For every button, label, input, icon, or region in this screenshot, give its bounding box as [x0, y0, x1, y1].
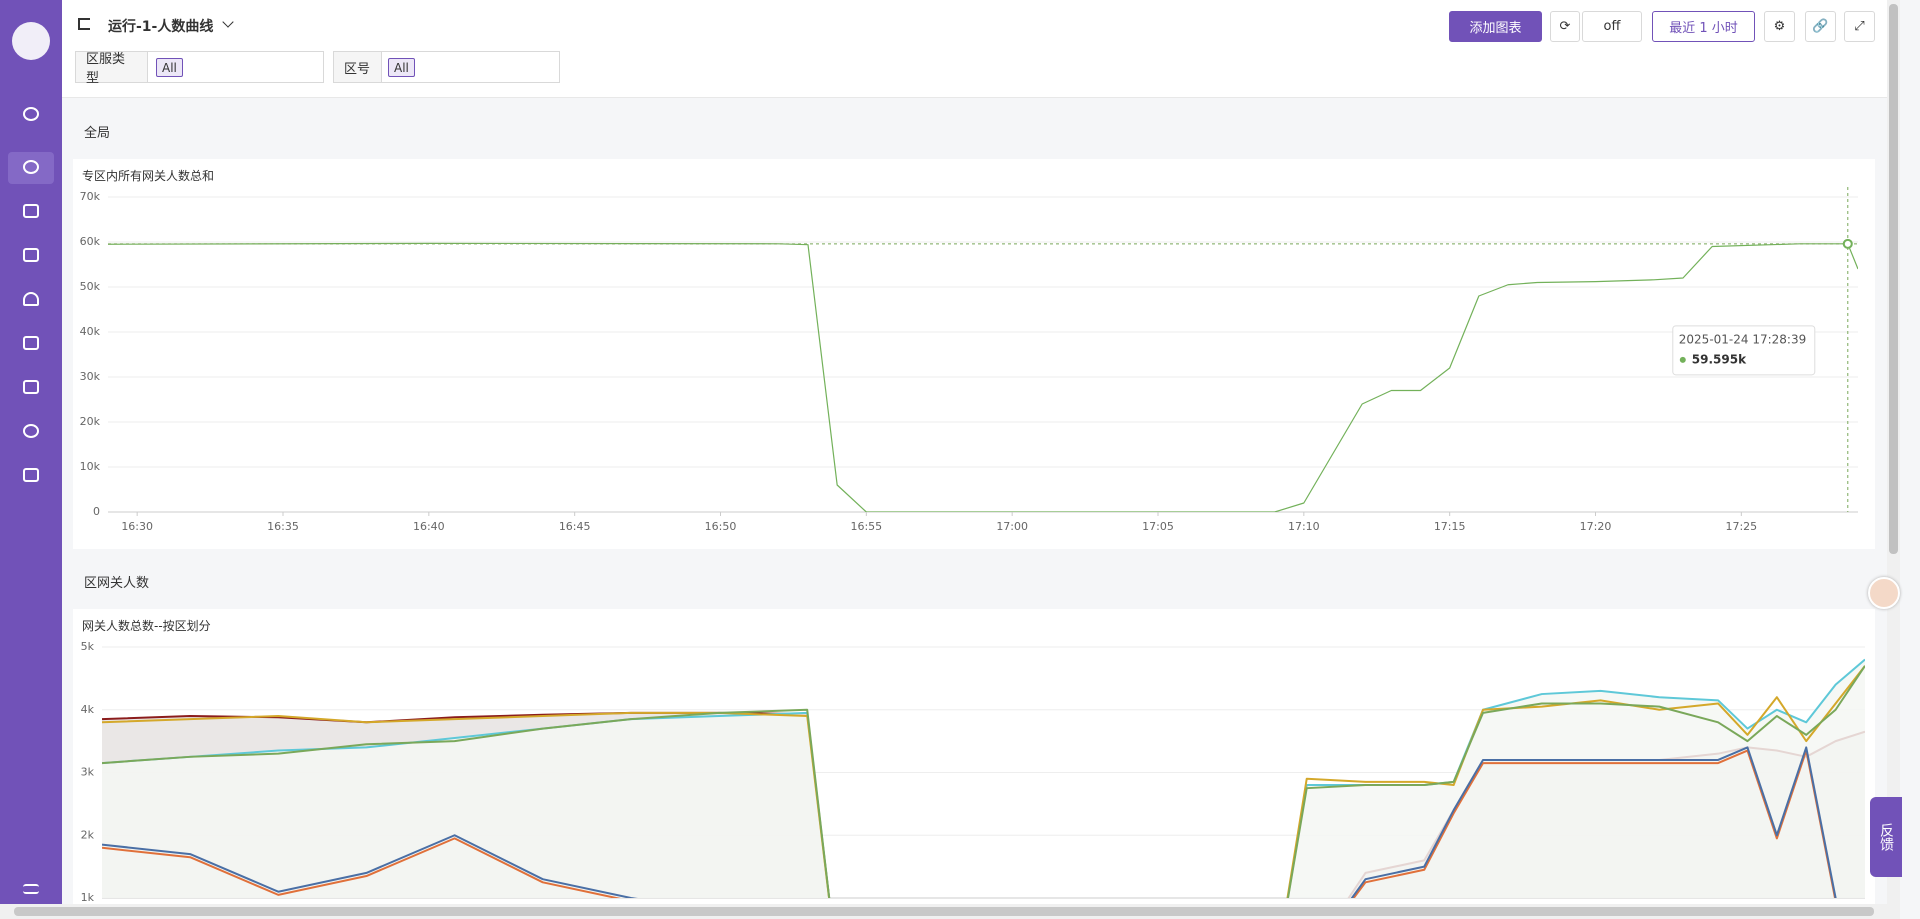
x-tick-label: 17:15 [1434, 520, 1466, 533]
x-tick-label: 17:10 [1288, 520, 1320, 533]
refresh-interval[interactable]: off [1582, 11, 1642, 42]
nav-apps[interactable] [23, 468, 39, 482]
filter-tag[interactable]: All [156, 58, 183, 77]
hover-point [1842, 238, 1853, 249]
time-range-button[interactable]: 最近 1 小时 [1652, 11, 1755, 42]
nav-logs[interactable] [23, 248, 39, 262]
nav-terminal[interactable] [23, 336, 39, 350]
refresh-button[interactable]: ⟳ [1550, 11, 1580, 42]
nav-user[interactable] [23, 424, 39, 438]
nav-servers[interactable] [23, 380, 39, 394]
y-tick-label: 20k [80, 415, 101, 428]
logo [12, 22, 50, 60]
filter[interactable]: 区号 All [333, 51, 560, 83]
tooltip-time: 2025-01-24 17:28:39 [1679, 332, 1806, 346]
x-tick-label: 17:20 [1580, 520, 1612, 533]
plot [108, 242, 1858, 512]
nav-menu[interactable] [23, 884, 39, 894]
nav-dashboard[interactable] [23, 160, 39, 174]
nav-metrics[interactable] [23, 204, 39, 218]
tooltip [1672, 325, 1816, 376]
tooltip-dot [1679, 356, 1686, 363]
nav-alerts[interactable] [23, 292, 39, 306]
chart: 1k 2k 3k 4k 5k [81, 640, 1865, 904]
add-chart-button[interactable]: 添加图表 [1449, 11, 1542, 42]
feedback-button[interactable]: 反馈 [1870, 797, 1902, 877]
chart-panel [73, 159, 1875, 549]
chart-title: 网关人数总数--按区划分 [82, 619, 211, 633]
scrollbar-h [0, 904, 1900, 919]
link-button[interactable]: 🔗 [1805, 11, 1836, 42]
x-tick-label: 16:40 [413, 520, 445, 533]
dashboard-title[interactable]: 运行-1-人数曲线 [108, 19, 214, 35]
y-tick-label: 3k [81, 766, 95, 779]
x-tick-label: 16:45 [559, 520, 591, 533]
back-icon[interactable] [78, 18, 90, 30]
x-tick-label: 16:35 [267, 520, 299, 533]
y-tick-label: 30k [80, 370, 101, 383]
x-tick-label: 17:25 [1725, 520, 1757, 533]
title-caret[interactable] [222, 16, 234, 28]
chart-title: 专区内所有网关人数总和 [82, 169, 215, 183]
area [102, 659, 1865, 898]
plot [102, 658, 1865, 898]
filter[interactable]: 区服类型 All [75, 51, 324, 86]
y-tick-label: 10k [80, 460, 101, 473]
group-header[interactable]: 全局 [84, 126, 111, 141]
y-tick-label: 4k [81, 703, 95, 716]
settings-button[interactable]: ⚙ [1764, 11, 1795, 42]
line [108, 242, 1858, 512]
scrollbar-v [1887, 0, 1900, 904]
filter-tag[interactable]: All [388, 58, 415, 77]
chart: 0 10k 20k 30k 40k 50k 60k 70k 16:30 16:35 16:40 16:… [80, 187, 1858, 533]
nav-search[interactable] [23, 107, 39, 121]
line [102, 665, 1865, 898]
line [102, 746, 1837, 898]
y-tick-label: 2k [81, 828, 95, 841]
y-tick-label: 1k [81, 891, 95, 904]
sidebar [0, 0, 62, 919]
fullscreen-button[interactable]: ⤢ [1844, 11, 1875, 42]
x-tick-label: 17:05 [1142, 520, 1174, 533]
line [102, 665, 1865, 898]
y-tick-label: 70k [80, 190, 101, 203]
filter-label: 区号 [334, 52, 382, 82]
filter-label: 区服类型 [76, 52, 148, 86]
y-tick-label: 40k [80, 325, 101, 338]
x-tick-label: 16:50 [705, 520, 737, 533]
assistant-avatar[interactable] [1868, 577, 1900, 609]
y-tick-label: 50k [80, 280, 101, 293]
group-header[interactable]: 区网关人数 [84, 576, 150, 591]
y-tick-label: 5k [81, 640, 95, 653]
tooltip-value: 59.595k [1692, 352, 1747, 366]
x-tick-label: 17:00 [996, 520, 1028, 533]
y-tick-label: 60k [80, 235, 101, 248]
top-bar: 运行-1-人数曲线 添加图表 ⟳ off 最近 1 小时 ⚙ 🔗 ⤢ 区服类型 … [62, 0, 1887, 98]
y-tick-label: 0 [93, 505, 100, 518]
x-tick-label: 16:55 [850, 520, 882, 533]
x-tick-label: 16:30 [121, 520, 153, 533]
